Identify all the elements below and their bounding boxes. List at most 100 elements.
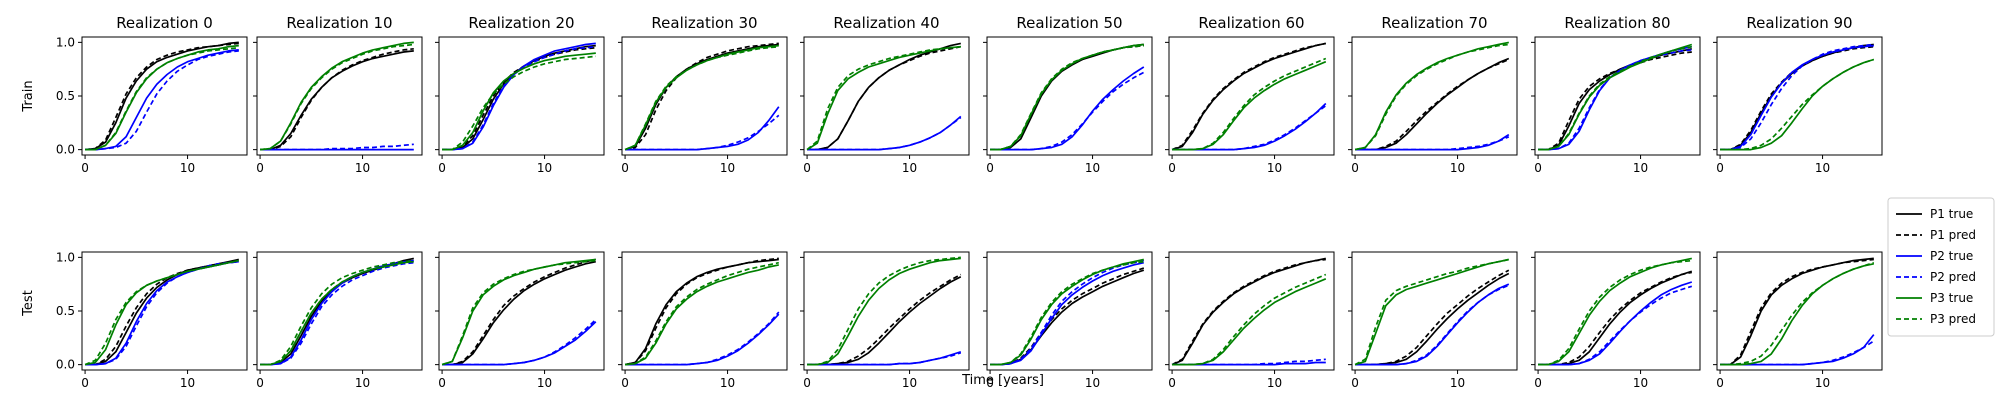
x-axis-label: Time [years] bbox=[961, 373, 1044, 388]
line-p3-pred bbox=[1354, 258, 1509, 366]
line-p1-pred bbox=[1538, 271, 1692, 366]
series-lines bbox=[1171, 42, 1327, 151]
line-p2-pred bbox=[1355, 136, 1510, 151]
line-p2-pred bbox=[1720, 43, 1874, 151]
x-tick-label: 0 bbox=[256, 161, 264, 175]
x-tick-label: 0 bbox=[621, 376, 629, 390]
plot-area bbox=[1352, 37, 1517, 155]
x-tick-label: 0 bbox=[986, 161, 994, 175]
legend-item-p2-true: P2 true bbox=[1896, 249, 1973, 263]
x-tick-label: 10 bbox=[1085, 376, 1100, 390]
line-p1-true bbox=[442, 260, 596, 366]
line-p1-pred bbox=[85, 42, 239, 151]
x-tick-label: 0 bbox=[803, 376, 811, 390]
series-lines bbox=[1171, 257, 1327, 366]
legend-item-p3-pred: P3 pred bbox=[1896, 312, 1976, 326]
line-p3-true bbox=[441, 258, 596, 366]
panel-train-realization-0: 0 10 0.0 0.5 1.0 Realization 0 bbox=[56, 14, 248, 175]
panel-train-realization-70: 0 10 Realization 70 bbox=[1348, 14, 1518, 175]
series-lines bbox=[624, 257, 780, 366]
x-tick-label: 0 bbox=[1534, 376, 1542, 390]
legend-label: P3 pred bbox=[1930, 312, 1976, 326]
panel-test-realization-40: 0 10 bbox=[800, 251, 970, 390]
panel-title: Realization 60 bbox=[1198, 14, 1304, 32]
x-tick-label: 10 bbox=[1633, 376, 1648, 390]
x-tick-label: 0 bbox=[1168, 161, 1176, 175]
line-p3-pred bbox=[85, 46, 239, 151]
line-p1-pred bbox=[260, 47, 414, 151]
plot-area bbox=[804, 37, 969, 155]
series-lines bbox=[1538, 43, 1693, 151]
line-p1-pred bbox=[1171, 258, 1326, 366]
series-lines bbox=[807, 256, 962, 366]
x-tick-label: 0 bbox=[1534, 161, 1542, 175]
y-tick-label: 0.5 bbox=[56, 89, 75, 103]
series-lines bbox=[1354, 258, 1510, 366]
plot-area bbox=[804, 252, 969, 370]
series-lines bbox=[85, 41, 239, 151]
line-p2-pred bbox=[1355, 284, 1510, 366]
panel-title: Realization 80 bbox=[1564, 14, 1670, 32]
line-p2-pred bbox=[85, 50, 239, 151]
line-p2-pred bbox=[442, 45, 596, 151]
line-p1-true bbox=[624, 43, 779, 151]
legend-box bbox=[1887, 197, 1995, 337]
y-tick-label: 1.0 bbox=[56, 250, 75, 264]
legend-item-p1-pred: P1 pred bbox=[1896, 228, 1976, 242]
y-tick-label: 0.5 bbox=[56, 304, 75, 318]
line-p2-true bbox=[1720, 44, 1874, 151]
line-p3-true bbox=[260, 260, 414, 366]
plot-area bbox=[1169, 252, 1334, 370]
series-lines bbox=[260, 41, 414, 151]
line-p2-pred bbox=[807, 116, 962, 151]
panel-title: Realization 50 bbox=[1016, 14, 1122, 32]
line-p2-pred bbox=[442, 318, 597, 366]
legend-label: P1 pred bbox=[1930, 228, 1976, 242]
plot-area bbox=[1535, 37, 1700, 155]
line-p2-pred bbox=[807, 351, 962, 366]
line-p3-pred bbox=[1538, 259, 1692, 366]
panel-test-realization-60: 0 10 bbox=[1165, 251, 1335, 390]
legend-item-p1-true: P1 true bbox=[1896, 207, 1973, 221]
x-tick-label: 10 bbox=[180, 161, 195, 175]
line-p1-pred bbox=[624, 257, 779, 366]
line-p3-pred bbox=[1538, 45, 1692, 151]
plot-area bbox=[1535, 252, 1700, 370]
x-tick-label: 10 bbox=[720, 161, 735, 175]
legend-label: P3 true bbox=[1930, 291, 1973, 305]
series-lines bbox=[441, 258, 597, 366]
series-lines bbox=[990, 258, 1145, 366]
x-tick-label: 0 bbox=[1351, 376, 1359, 390]
panel-title: Realization 70 bbox=[1381, 14, 1487, 32]
legend-item-p3-true: P3 true bbox=[1896, 291, 1973, 305]
line-p1-pred bbox=[1720, 258, 1874, 366]
panel-test-realization-30: 0 10 bbox=[618, 251, 788, 390]
line-p3-pred bbox=[806, 45, 961, 151]
legend-item-p2-pred: P2 pred bbox=[1896, 270, 1976, 284]
panel-title: Realization 10 bbox=[286, 14, 392, 32]
line-p3-pred bbox=[442, 55, 596, 151]
y-tick-label: 0.0 bbox=[56, 358, 75, 372]
x-tick-label: 0 bbox=[438, 161, 446, 175]
series-lines bbox=[1354, 41, 1510, 151]
series-lines bbox=[624, 42, 780, 151]
line-p3-true bbox=[807, 257, 961, 366]
x-tick-label: 0 bbox=[1351, 161, 1359, 175]
line-p1-true bbox=[1171, 42, 1326, 151]
legend-label: P2 pred bbox=[1930, 270, 1976, 284]
panel-train-realization-90: 0 10 Realization 90 bbox=[1713, 14, 1883, 175]
line-p3-pred bbox=[1172, 273, 1327, 366]
line-p3-true bbox=[625, 264, 779, 366]
series-lines bbox=[1720, 43, 1875, 151]
plot-area bbox=[1352, 252, 1517, 370]
x-tick-label: 10 bbox=[1450, 376, 1465, 390]
plot-area bbox=[622, 37, 787, 155]
line-p1-pred bbox=[624, 42, 779, 151]
panel-grid: 0 10 0.0 0.5 1.0 Realization 0 0 10 Realization … bbox=[56, 14, 1883, 390]
line-p3-pred bbox=[624, 45, 779, 151]
line-p1-pred bbox=[1538, 51, 1692, 151]
legend-label: P1 true bbox=[1930, 207, 1973, 221]
plot-area bbox=[622, 252, 787, 370]
line-p3-pred bbox=[1354, 43, 1509, 151]
